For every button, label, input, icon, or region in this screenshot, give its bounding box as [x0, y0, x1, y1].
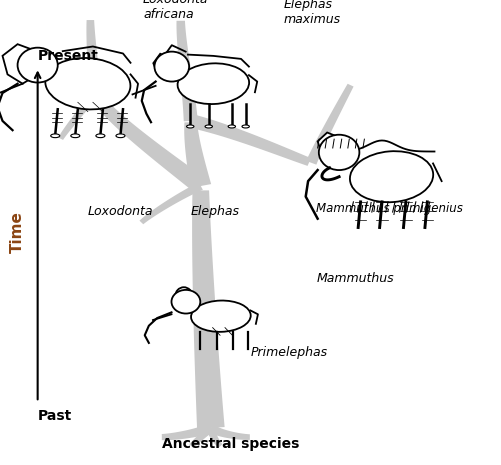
Text: Present: Present	[38, 49, 98, 63]
Text: Loxodonta: Loxodonta	[88, 205, 153, 218]
Polygon shape	[176, 21, 197, 121]
Text: Primelephas: Primelephas	[250, 346, 328, 359]
Ellipse shape	[241, 125, 249, 128]
Text: Past: Past	[38, 409, 72, 423]
Polygon shape	[90, 93, 206, 193]
Text: Mammuthus: Mammuthus	[316, 272, 393, 286]
Ellipse shape	[186, 125, 193, 128]
Polygon shape	[86, 20, 101, 93]
Polygon shape	[184, 122, 211, 188]
Ellipse shape	[191, 300, 250, 332]
Text: Time: Time	[10, 212, 25, 253]
Polygon shape	[188, 114, 310, 166]
Ellipse shape	[45, 58, 130, 109]
Text: Ancestral species: Ancestral species	[162, 437, 299, 451]
Ellipse shape	[51, 134, 60, 138]
Polygon shape	[3, 44, 43, 84]
Ellipse shape	[116, 134, 125, 138]
Text: Elephas
maximus: Elephas maximus	[283, 0, 340, 26]
Polygon shape	[139, 182, 202, 224]
Ellipse shape	[175, 287, 192, 306]
Ellipse shape	[18, 47, 58, 83]
Ellipse shape	[154, 52, 189, 81]
Ellipse shape	[318, 135, 359, 170]
Text: Elephas: Elephas	[190, 205, 239, 218]
Text: Mammuthus primigenius: Mammuthus primigenius	[316, 202, 462, 215]
Text: Loxodonta
africana: Loxodonta africana	[143, 0, 208, 21]
Polygon shape	[306, 84, 353, 165]
Ellipse shape	[177, 63, 248, 104]
Polygon shape	[161, 423, 213, 440]
Ellipse shape	[227, 125, 235, 128]
Ellipse shape	[96, 134, 105, 138]
Ellipse shape	[204, 125, 212, 128]
Polygon shape	[192, 190, 224, 429]
Polygon shape	[317, 133, 343, 160]
Ellipse shape	[349, 151, 432, 202]
Polygon shape	[189, 425, 213, 448]
Polygon shape	[207, 425, 249, 440]
Polygon shape	[58, 91, 99, 140]
Ellipse shape	[171, 290, 200, 313]
Ellipse shape	[71, 134, 80, 138]
Polygon shape	[153, 54, 174, 77]
Polygon shape	[206, 428, 222, 448]
